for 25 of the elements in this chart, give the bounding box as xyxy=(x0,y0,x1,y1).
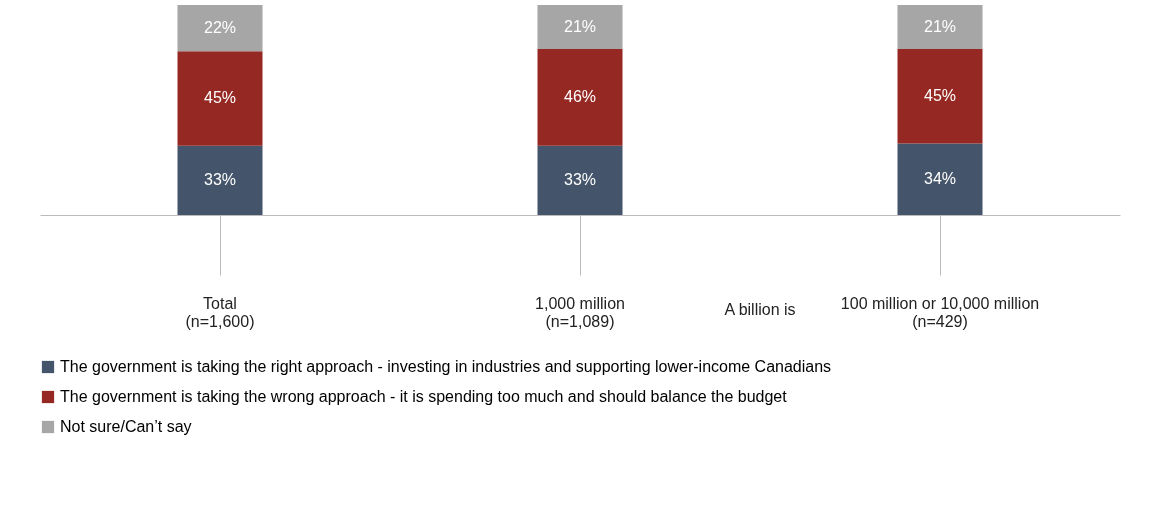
bar xyxy=(177,145,263,215)
x-tick-label: 100 million or 10,000 million (n=429) xyxy=(840,294,1040,330)
bar xyxy=(177,51,263,146)
bar xyxy=(897,143,983,215)
data-label: 45% xyxy=(203,89,237,107)
bar xyxy=(177,5,263,52)
bar xyxy=(537,145,623,215)
data-label: 21% xyxy=(563,18,597,36)
legend-label: The government is taking the wrong approach - it is spending too much and should balance the budget xyxy=(60,388,788,405)
data-label: 22% xyxy=(203,19,237,37)
data-label: 33% xyxy=(203,171,237,189)
data-label: 46% xyxy=(563,88,597,106)
x-tick-label: Total (n=1,600) xyxy=(185,294,255,330)
x-tick-label: 1,000 million (n=1,089) xyxy=(535,294,625,330)
bar xyxy=(897,49,983,144)
data-label: 21% xyxy=(923,18,957,36)
data-label: 34% xyxy=(923,170,957,188)
bar xyxy=(537,49,623,146)
legend-label: Not sure/Can’t say xyxy=(60,418,192,435)
data-label: 45% xyxy=(923,87,957,105)
text: A billion is xyxy=(724,301,796,318)
bar xyxy=(897,5,983,50)
data-label: 33% xyxy=(563,171,597,189)
bar xyxy=(537,5,623,50)
legend-label: The government is taking the right approach - investing in industries and supporting lower-income Canadians xyxy=(60,358,832,375)
